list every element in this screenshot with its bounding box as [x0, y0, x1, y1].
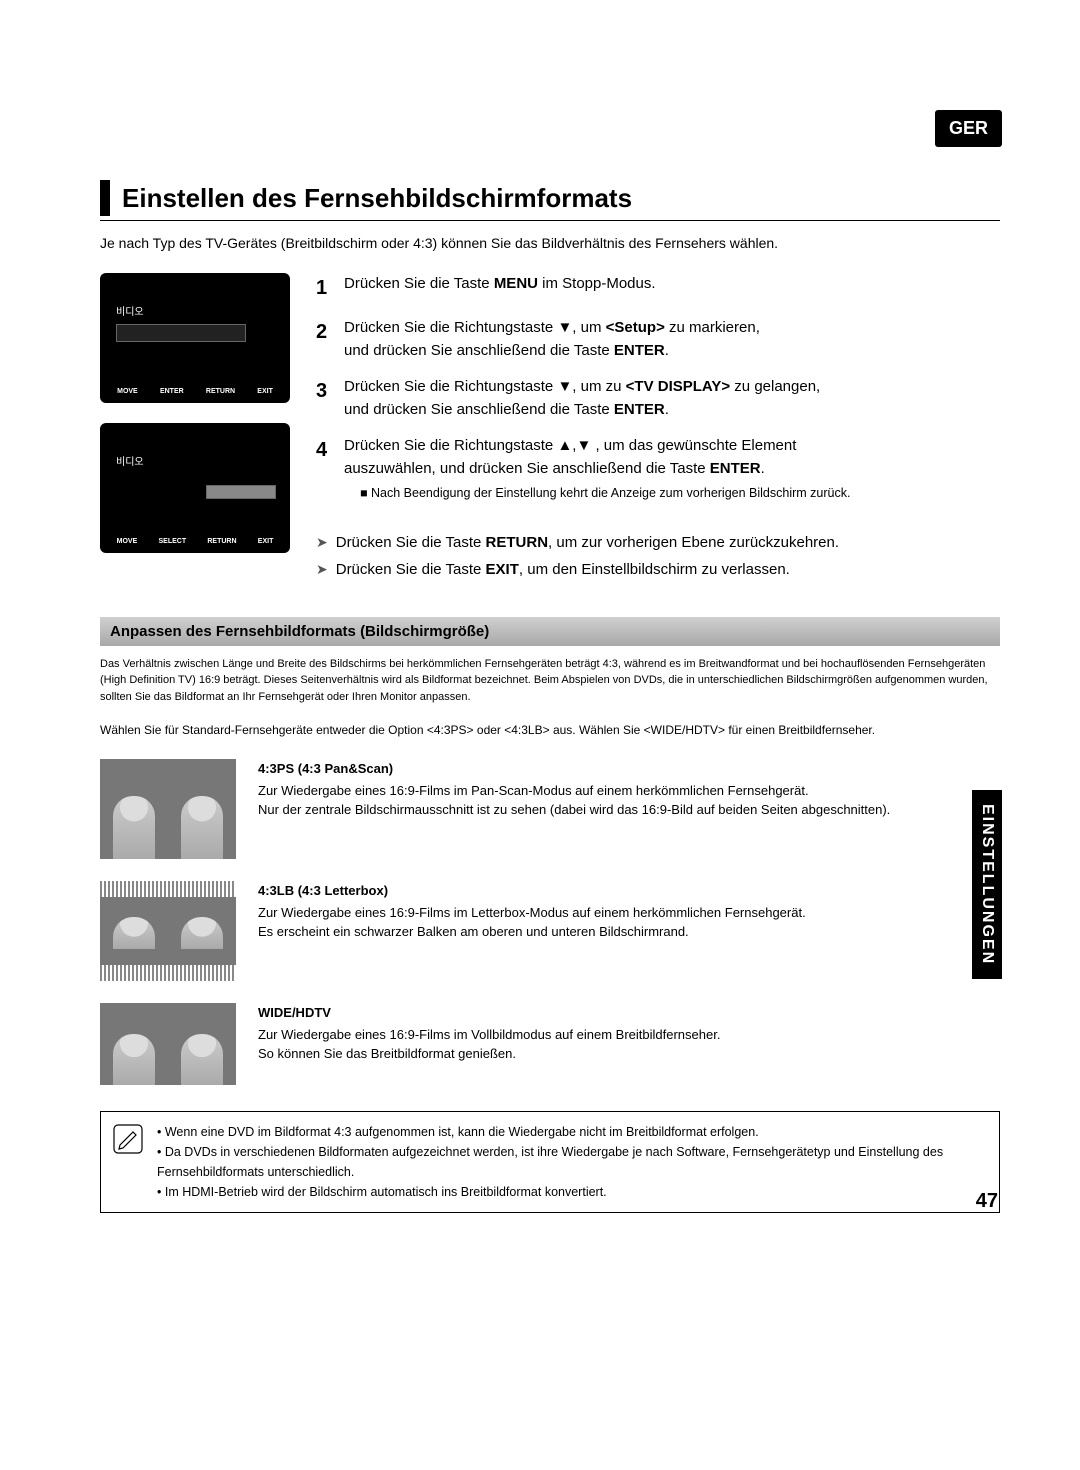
step-number: 1 [316, 273, 334, 303]
hints-block: ➤ Drücken Sie die Taste RETURN, um zur v… [316, 529, 1000, 583]
foot-select: SELECT [159, 538, 187, 545]
step-2: 2 Drücken Sie die Richtungstaste ▼, um <… [316, 317, 1000, 362]
intro-text: Je nach Typ des TV-Gerätes (Breitbildsch… [100, 235, 1000, 251]
hint-text: , um den Einstellbildschirm zu verlassen… [519, 561, 790, 578]
title-accent-bar [100, 180, 110, 216]
step-bold: <TV DISPLAY> [626, 378, 731, 395]
page-number: 47 [976, 1190, 998, 1213]
step-text: Drücken Sie die Richtungstaste ▼, um [344, 319, 606, 336]
step-text: . [665, 342, 669, 359]
format-line: So können Sie das Breitbildformat genieß… [258, 1044, 720, 1064]
menu-screenshot-2: 비디오 MOVE SELECT RETURN EXIT [100, 423, 290, 553]
step-text: und drücken Sie anschließend die Taste [344, 401, 614, 418]
screen-footer: MOVE ENTER RETURN EXIT [100, 388, 290, 395]
note-item: • Im HDMI-Betrieb wird der Bildschirm au… [157, 1182, 985, 1202]
step-text: Drücken Sie die Richtungstaste ▲,▼ , um … [344, 437, 796, 454]
note-box: • Wenn eine DVD im Bildformat 4:3 aufgen… [100, 1111, 1000, 1213]
format-title: 4:3PS (4:3 Pan&Scan) [258, 759, 890, 779]
step-bold: ENTER [614, 342, 665, 359]
step-subnote: ■ Nach Beendigung der Einstellung kehrt … [360, 484, 850, 503]
hint-text: Drücken Sie die Taste [336, 534, 486, 551]
step-text: . [665, 401, 669, 418]
step-text: . [761, 460, 765, 477]
screen-footer: MOVE SELECT RETURN EXIT [100, 538, 290, 545]
hint-text: Drücken Sie die Taste [336, 561, 486, 578]
arrow-icon: ➤ [316, 557, 328, 582]
arrow-icon: ➤ [316, 530, 328, 555]
step-number: 4 [316, 435, 334, 503]
foot-move: MOVE [117, 538, 138, 545]
format-panscan: 4:3PS (4:3 Pan&Scan) Zur Wiedergabe eine… [100, 759, 1000, 859]
step-number: 3 [316, 376, 334, 421]
pencil-note-icon [111, 1122, 145, 1156]
format-line: Zur Wiedergabe eines 16:9-Films im Pan-S… [258, 781, 890, 801]
step-text: Drücken Sie die Taste [344, 275, 494, 292]
format-line: Es erscheint ein schwarzer Balken am obe… [258, 922, 806, 942]
foot-exit: EXIT [258, 538, 274, 545]
hint-text: , um zur vorherigen Ebene zurückzukehren… [548, 534, 839, 551]
foot-return: RETURN [206, 388, 235, 395]
step-4: 4 Drücken Sie die Richtungstaste ▲,▼ , u… [316, 435, 1000, 503]
format-wide: WIDE/HDTV Zur Wiedergabe eines 16:9-Film… [100, 1003, 1000, 1085]
step-1: 1 Drücken Sie die Taste MENU im Stopp-Mo… [316, 273, 1000, 303]
step-text: zu gelangen, [730, 378, 820, 395]
step-text: im Stopp-Modus. [538, 275, 656, 292]
step-bold: ENTER [710, 460, 761, 477]
note-item: • Da DVDs in verschiedenen Bildformaten … [157, 1142, 985, 1182]
format-title: WIDE/HDTV [258, 1003, 720, 1023]
foot-move: MOVE [117, 388, 138, 395]
step-bold: ENTER [614, 401, 665, 418]
select-line: Wählen Sie für Standard-Fernsehgeräte en… [100, 723, 1000, 737]
format-line: Zur Wiedergabe eines 16:9-Films im Lette… [258, 903, 806, 923]
language-badge: GER [935, 110, 1002, 147]
side-tab: EINSTELLUNGEN [972, 790, 1002, 979]
screen-highlight [206, 485, 276, 499]
step-number: 2 [316, 317, 334, 362]
screen-label: 비디오 [116, 303, 280, 318]
format-image-panscan [100, 759, 236, 859]
page-title-row: Einstellen des Fernsehbildschirmformats [100, 180, 1000, 221]
format-image-wide [100, 1003, 236, 1085]
menu-screenshot-1: 비디오 MOVE ENTER RETURN EXIT [100, 273, 290, 403]
note-item: • Wenn eine DVD im Bildformat 4:3 aufgen… [157, 1122, 985, 1142]
step-bold: <Setup> [606, 319, 665, 336]
step-bold: MENU [494, 275, 538, 292]
page-title: Einstellen des Fernsehbildschirmformats [122, 183, 632, 214]
foot-return: RETURN [207, 538, 236, 545]
format-title: 4:3LB (4:3 Letterbox) [258, 881, 806, 901]
section-header: Anpassen des Fernsehbildformats (Bildsch… [100, 617, 1000, 646]
step-text: zu markieren, [665, 319, 760, 336]
foot-enter: ENTER [160, 388, 184, 395]
step-text: auszuwählen, und drücken Sie anschließen… [344, 460, 710, 477]
screen-label: 비디오 [116, 453, 280, 468]
foot-exit: EXIT [257, 388, 273, 395]
format-image-letterbox [100, 881, 236, 981]
format-line: Nur der zentrale Bildschirmausschnitt is… [258, 800, 890, 820]
step-text: Drücken Sie die Richtungstaste ▼, um zu [344, 378, 626, 395]
step-3: 3 Drücken Sie die Richtungstaste ▼, um z… [316, 376, 1000, 421]
screen-highlight [116, 324, 246, 342]
format-line: Zur Wiedergabe eines 16:9-Films im Vollb… [258, 1025, 720, 1045]
step-text: und drücken Sie anschließend die Taste [344, 342, 614, 359]
section-body: Das Verhältnis zwischen Länge und Breite… [100, 656, 1000, 706]
hint-bold: RETURN [486, 534, 549, 551]
format-letterbox: 4:3LB (4:3 Letterbox) Zur Wiedergabe ein… [100, 881, 1000, 981]
hint-bold: EXIT [486, 561, 519, 578]
